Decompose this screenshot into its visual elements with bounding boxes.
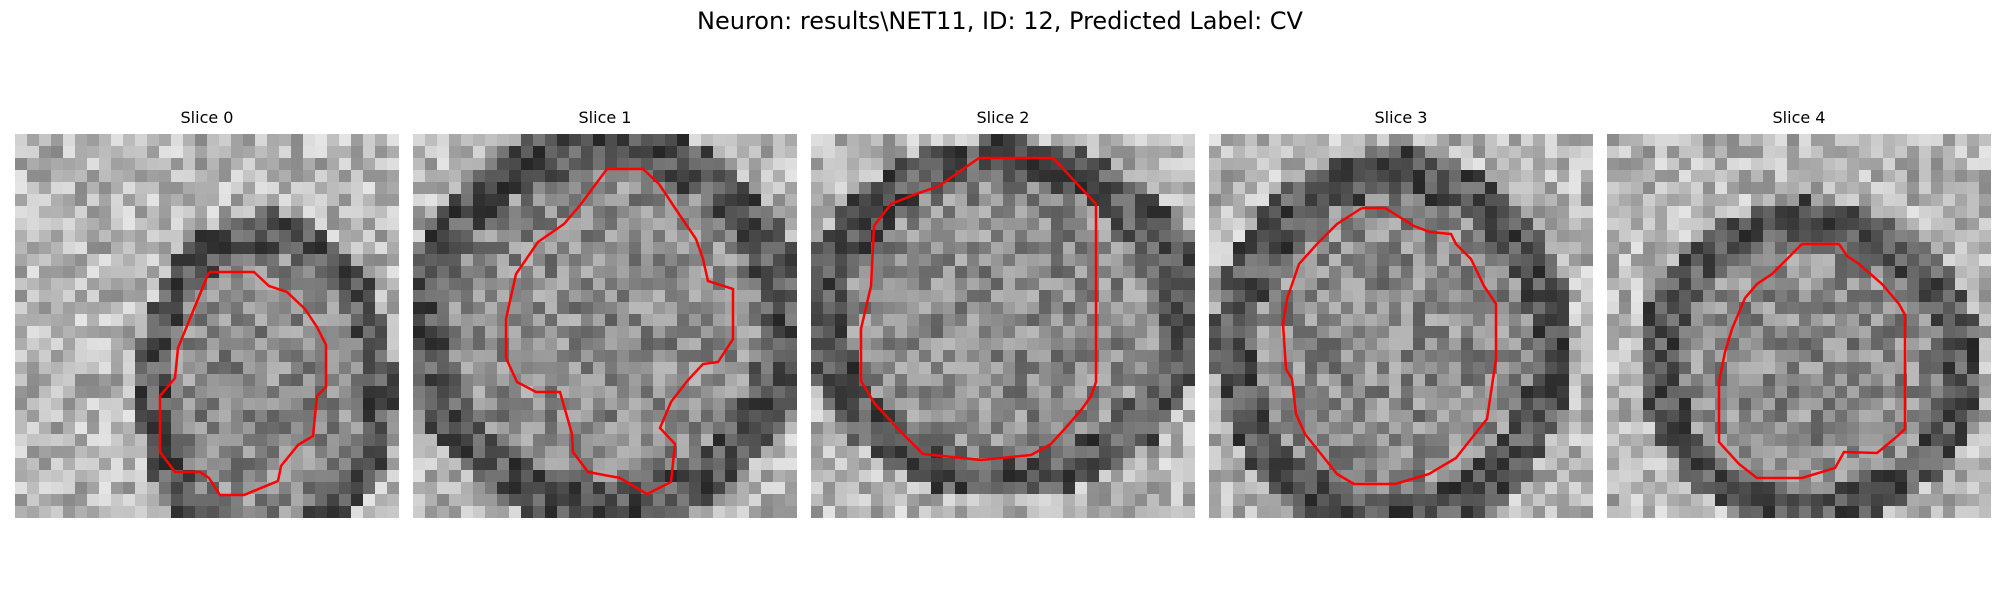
slice-title: Slice 1 xyxy=(578,108,632,127)
contour-overlay xyxy=(158,270,328,497)
slice-title: Slice 3 xyxy=(1374,108,1428,127)
contour-overlay xyxy=(1281,206,1498,486)
contour-overlay xyxy=(859,156,1098,462)
segmentation-contour xyxy=(158,270,328,497)
segmentation-contour xyxy=(859,156,1098,462)
slice-panel-0: Slice 0 xyxy=(15,108,399,518)
slice-title: Slice 2 xyxy=(976,108,1030,127)
slice-title: Slice 0 xyxy=(180,108,234,127)
contour-overlay xyxy=(1717,242,1907,480)
slice-image xyxy=(811,134,1195,518)
slice-image xyxy=(1209,134,1593,518)
slice-image xyxy=(15,134,399,518)
segmentation-contour xyxy=(504,167,735,496)
figure-title: Neuron: results\NET11, ID: 12, Predicted… xyxy=(697,7,1303,35)
segmentation-contour xyxy=(1281,206,1498,486)
slice-title: Slice 4 xyxy=(1772,108,1826,127)
slice-panel-2: Slice 2 xyxy=(811,108,1195,518)
slice-panel-1: Slice 1 xyxy=(413,108,797,518)
slice-panel-4: Slice 4 xyxy=(1607,108,1991,518)
contour-overlay xyxy=(504,167,735,496)
segmentation-contour xyxy=(1717,242,1907,480)
slice-image xyxy=(1607,134,1991,518)
slice-panel-3: Slice 3 xyxy=(1209,108,1593,518)
